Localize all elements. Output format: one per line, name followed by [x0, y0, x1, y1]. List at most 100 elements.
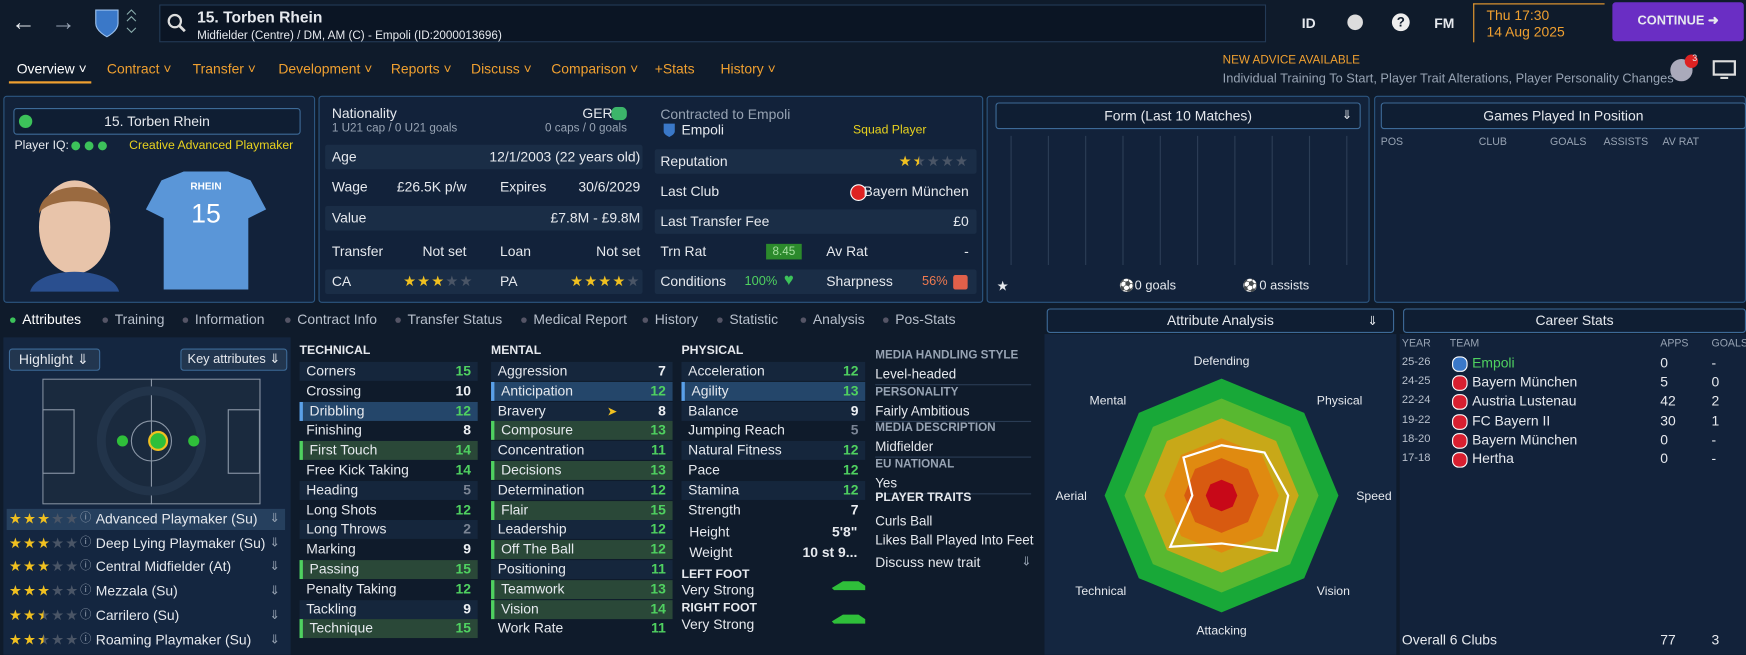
tab[interactable]: Transfer ˅	[192, 61, 256, 77]
attribute-name: Leadership	[497, 521, 567, 538]
club-badge	[1452, 452, 1468, 468]
subtab[interactable]: Medical Report	[533, 311, 627, 328]
trait: Likes Ball Played Into Feet	[875, 532, 1034, 548]
star: ★	[8, 509, 22, 527]
role-name[interactable]: Mezzala (Su)	[95, 583, 178, 600]
contract-label: Contracted to Empoli	[660, 106, 791, 123]
career-cell: 18-20	[1401, 432, 1431, 446]
key-button[interactable]: Key attributes ⇓	[180, 348, 288, 371]
star: ★	[8, 606, 22, 624]
tab[interactable]: History ˅	[720, 61, 776, 77]
id-button[interactable]: ID	[1301, 15, 1316, 32]
club-icon	[663, 123, 675, 137]
discuss-trait[interactable]: Discuss new trait	[875, 554, 981, 571]
subtab[interactable]: Analysis	[812, 311, 865, 328]
star-rating: ★★★★★	[403, 273, 473, 291]
notification-count: 3	[1692, 53, 1698, 64]
right-foot: Very Strong	[681, 616, 755, 633]
attribute-row: Technique 15	[299, 619, 478, 639]
subtab[interactable]: Information	[194, 311, 265, 328]
radar-ring	[1205, 479, 1238, 512]
role-name[interactable]: Deep Lying Playmaker (Su)	[95, 535, 266, 551]
attribute-name: Decisions	[501, 462, 562, 478]
role-name[interactable]: Central Midfielder (At)	[95, 559, 232, 576]
subtab-dot	[642, 317, 649, 323]
back-button[interactable]: ←	[11, 7, 36, 36]
attribute-row: Tackling 9	[299, 599, 478, 619]
subtab[interactable]: Statistic	[729, 311, 779, 328]
radar-axis-label: Mental	[1090, 394, 1127, 408]
form-title-box[interactable]: Form (Last 10 Matches)	[995, 102, 1361, 130]
divider	[875, 384, 1032, 386]
attribute-name: Long Shots	[306, 501, 377, 518]
subtab[interactable]: Pos-Stats	[895, 311, 956, 328]
fm-button[interactable]: FM	[1434, 15, 1455, 32]
star-rating: ★★★★★	[9, 582, 79, 600]
star: ★	[445, 272, 459, 290]
attr-group-title: TECHNICAL	[299, 344, 371, 358]
expires: 30/6/2029	[578, 179, 641, 195]
attribute-name: Determination	[497, 481, 585, 498]
shirt-number: 15	[191, 199, 221, 229]
subtab[interactable]: History	[654, 311, 699, 328]
career-cell: 19-22	[1401, 413, 1431, 427]
tab-underline	[8, 81, 92, 84]
forward-button[interactable]: →	[51, 7, 76, 36]
height: 5'8"	[832, 524, 858, 541]
tab[interactable]: Overview ˅	[16, 61, 87, 77]
attribute-name: Agility	[691, 382, 729, 399]
subtab[interactable]: Attributes	[22, 311, 82, 328]
club-badge	[1452, 394, 1468, 411]
inbox-icon[interactable]	[1667, 54, 1700, 84]
sharpness-label: Sharpness	[826, 273, 893, 290]
expand-icon[interactable]: ⇓	[1367, 315, 1378, 329]
tab[interactable]: +Stats	[654, 61, 695, 77]
attribute-name: Strength	[688, 501, 741, 518]
arrow-icon: ➤	[606, 405, 618, 419]
attribute-value: 5	[850, 422, 859, 439]
attribute-value: 15	[650, 501, 666, 518]
column-header: GOALS	[1550, 135, 1587, 149]
loan-label: Loan	[499, 243, 531, 260]
star: ★	[8, 582, 22, 600]
tab[interactable]: Contract ˅	[106, 61, 172, 77]
analysis-title-box[interactable]: Attribute Analysis	[1046, 308, 1395, 333]
monitor-icon[interactable]	[1712, 60, 1737, 80]
highlight-button[interactable]: Highlight ⇓	[8, 348, 101, 371]
career-cell: 2	[1711, 393, 1720, 410]
tab[interactable]: Reports ˅	[390, 61, 452, 77]
attribute-name: Teamwork	[501, 581, 565, 597]
role-name[interactable]: Carrilero (Su)	[95, 607, 180, 624]
tab[interactable]: Development ˅	[278, 61, 373, 77]
career-title: Career Stats	[1535, 312, 1614, 329]
subtab[interactable]: Transfer Status	[407, 311, 503, 328]
attribute-row: Composure 13	[491, 421, 673, 441]
info-icon: ⓘ	[80, 536, 92, 549]
header-icons[interactable]: ?	[1344, 11, 1415, 33]
search-box[interactable]	[159, 4, 1267, 43]
role-selected	[6, 508, 286, 531]
positions-title-box[interactable]: Games Played In Position	[1380, 102, 1746, 130]
club-badge	[1452, 375, 1468, 392]
expand-icon[interactable]: ⇓	[1341, 109, 1353, 123]
club-badge[interactable]	[94, 8, 141, 39]
info-icon: ⓘ	[80, 560, 92, 573]
tab[interactable]: Discuss ˅	[471, 61, 532, 77]
subtab[interactable]: Training	[114, 311, 165, 328]
continue-button[interactable]: CONTINUE ➜	[1612, 2, 1744, 42]
media-value: Level-headed	[875, 366, 957, 382]
radar-axis-label: Vision	[1317, 584, 1350, 598]
subtab[interactable]: Contract Info	[297, 311, 378, 328]
star: ★	[626, 272, 640, 290]
career-title-box[interactable]: Career Stats	[1403, 308, 1746, 333]
attribute-row: Concentration 11	[491, 441, 673, 461]
date-box[interactable]	[1473, 3, 1605, 43]
career-cell: 0	[1660, 355, 1669, 371]
overall-clubs: 6 Clubs	[1449, 632, 1498, 649]
attribute-name: Corners	[306, 363, 356, 379]
role-name[interactable]: Roaming Playmaker (Su)	[95, 631, 252, 648]
role-name[interactable]: Advanced Playmaker (Su)	[95, 511, 258, 527]
tab[interactable]: Comparison ˅	[551, 61, 639, 77]
radar-axis-label: Aerial	[1056, 489, 1087, 503]
star-icon: ★	[996, 278, 1009, 294]
